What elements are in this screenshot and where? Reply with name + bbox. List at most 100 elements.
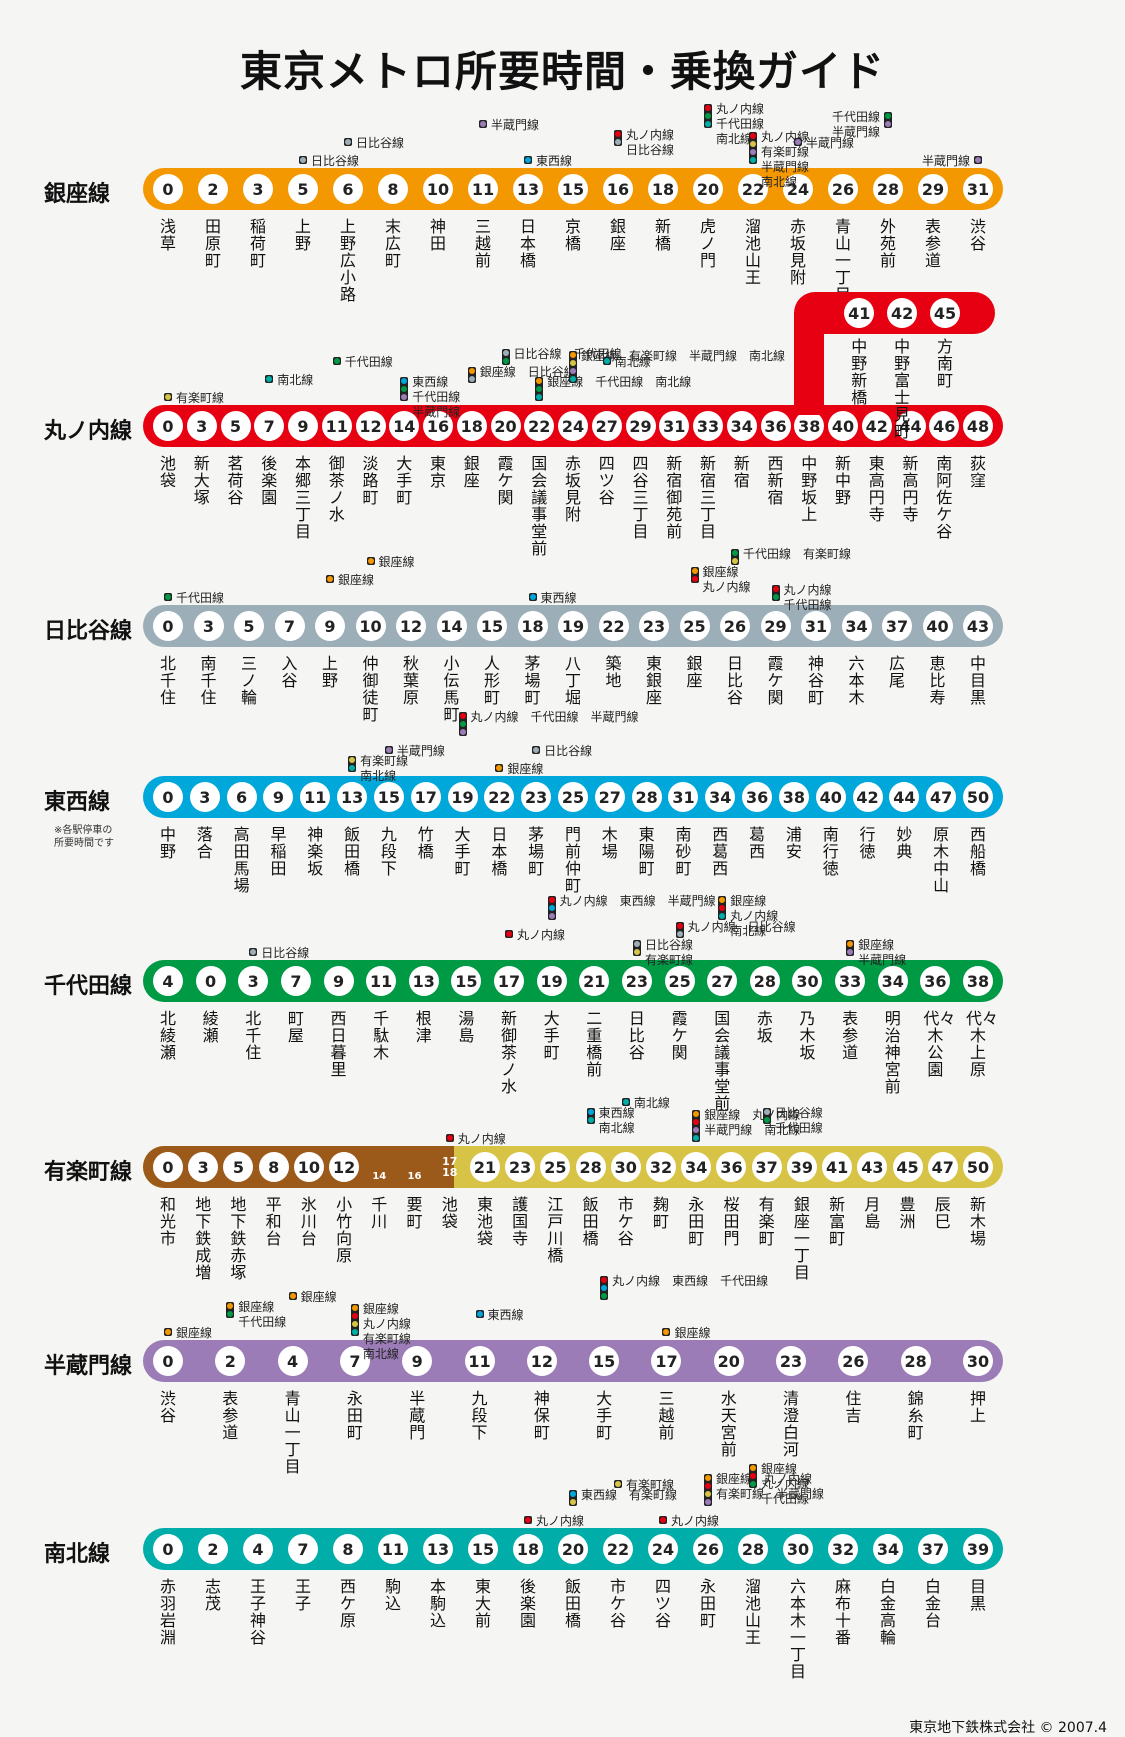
station-name: 行徳 bbox=[859, 825, 876, 861]
signal-lamp bbox=[289, 1293, 296, 1299]
station-name: 池袋 bbox=[159, 454, 176, 490]
time-circle: 22 bbox=[598, 611, 629, 641]
signal-lamp bbox=[732, 558, 738, 564]
station-name: 霞ケ関 bbox=[767, 654, 784, 707]
time-circle: 7 bbox=[274, 611, 305, 641]
station-name: 原木中山 bbox=[933, 825, 950, 895]
station-name: 麹町 bbox=[653, 1195, 670, 1231]
station-name: 志茂 bbox=[204, 1577, 221, 1613]
transfer-label: 銀座線 bbox=[674, 1326, 711, 1340]
time-circle: 3 bbox=[186, 411, 217, 441]
signal-lamp bbox=[506, 931, 513, 937]
station-name: 御茶ノ水 bbox=[328, 454, 345, 524]
time-circle: 23 bbox=[639, 611, 669, 641]
station-name: 上野 bbox=[294, 217, 311, 253]
signal-lamp bbox=[570, 1499, 576, 1505]
station-name: 錦糸町 bbox=[907, 1389, 924, 1442]
signal-lamp bbox=[480, 121, 486, 127]
station-name: 西日暮里 bbox=[330, 1009, 347, 1079]
transfer-label: 有楽町線 bbox=[176, 391, 225, 405]
time-circle: 10 bbox=[293, 1152, 324, 1182]
time-circle: 5 bbox=[220, 411, 251, 441]
station-name: 日比谷 bbox=[726, 654, 743, 707]
transfer-signal-icon bbox=[749, 132, 757, 164]
time-circle: 8 bbox=[333, 1534, 363, 1564]
line-name-label: 有楽町線 bbox=[44, 1160, 133, 1185]
time-circle: 7 bbox=[339, 1346, 370, 1376]
station-name: 東銀座 bbox=[645, 654, 662, 707]
signal-lamp bbox=[772, 594, 779, 600]
transfer-signal-icon bbox=[226, 1302, 235, 1318]
station-name: 銀座一丁目 bbox=[793, 1195, 810, 1282]
station-name: 東京 bbox=[429, 454, 446, 490]
time-circle: 16 bbox=[407, 1170, 422, 1182]
station-name: 南千住 bbox=[200, 654, 217, 707]
local-train-note: ※各駅停車の 所要時間です bbox=[54, 825, 114, 849]
transfer-signal-icon bbox=[458, 712, 467, 736]
transfer-signal-icon bbox=[164, 1328, 172, 1336]
station-name: 茅場町 bbox=[528, 825, 545, 878]
time-circle: 18 bbox=[456, 411, 487, 441]
signal-lamp bbox=[633, 949, 640, 955]
signal-lamp bbox=[459, 729, 466, 735]
signal-lamp bbox=[719, 913, 726, 919]
time-circle: 15 bbox=[558, 174, 588, 204]
station-name: 恵比寿 bbox=[929, 654, 946, 707]
signal-lamp bbox=[750, 157, 756, 163]
signal-lamp bbox=[459, 713, 466, 719]
time-circle: 20 bbox=[558, 1534, 588, 1564]
signal-lamp bbox=[536, 386, 543, 392]
signal-lamp bbox=[401, 394, 408, 400]
station-name: 要町 bbox=[406, 1195, 423, 1231]
station-name: 北千住 bbox=[245, 1009, 262, 1062]
transfer-label: 日比谷線 有楽町線 bbox=[644, 938, 693, 967]
station-name: 住吉 bbox=[845, 1389, 862, 1425]
station-name: 九段下 bbox=[471, 1389, 488, 1442]
time-circle: 15 bbox=[373, 782, 404, 812]
time-circle: 39 bbox=[786, 1152, 817, 1182]
station-name: 稲荷町 bbox=[249, 217, 266, 270]
station-name: 八丁堀 bbox=[564, 654, 581, 707]
station-name: 広尾 bbox=[888, 654, 905, 690]
time-circle: 36 bbox=[742, 782, 773, 812]
transfer-signal-icon bbox=[384, 746, 393, 754]
station-name: 青山一丁目 bbox=[834, 217, 851, 303]
station-name: 新橋 bbox=[654, 217, 671, 253]
station-name: 大手町 bbox=[454, 825, 471, 878]
signal-lamp bbox=[548, 905, 555, 911]
time-circle: 12 bbox=[355, 411, 386, 441]
station-name: 外苑前 bbox=[879, 217, 896, 270]
station-name: 赤坂見附 bbox=[789, 217, 806, 287]
signal-lamp bbox=[663, 1329, 670, 1335]
station-name: 京橋 bbox=[564, 217, 581, 253]
transfer-signal-icon bbox=[524, 1516, 532, 1524]
signal-lamp bbox=[693, 1119, 700, 1125]
time-circle: 37 bbox=[882, 611, 912, 641]
station-name: 三越前 bbox=[474, 217, 491, 270]
transfer-signal-icon bbox=[794, 138, 802, 146]
signal-lamp bbox=[676, 931, 683, 937]
signal-lamp bbox=[705, 1491, 711, 1497]
transfer-signal-icon bbox=[299, 156, 307, 164]
station-name: 銀座 bbox=[686, 654, 703, 690]
time-circle: 11 bbox=[366, 966, 397, 996]
station-name: 大手町 bbox=[543, 1009, 560, 1062]
signal-lamp bbox=[719, 905, 726, 911]
station-name: 桜田門 bbox=[723, 1195, 740, 1248]
signal-lamp bbox=[548, 897, 555, 903]
time-circle: 13 bbox=[513, 174, 543, 204]
signal-lamp bbox=[570, 352, 576, 358]
signal-lamp bbox=[795, 139, 801, 145]
time-circle: 4 bbox=[277, 1346, 308, 1376]
time-circle: 31 bbox=[801, 611, 831, 641]
time-circle: 45 bbox=[892, 1152, 923, 1182]
time-circle: 14 bbox=[436, 611, 467, 641]
signal-lamp bbox=[536, 378, 543, 384]
station-name: 門前仲町 bbox=[564, 825, 581, 895]
signal-lamp bbox=[533, 747, 540, 753]
time-circle: 23 bbox=[521, 782, 552, 812]
branch-time-circle: 45 bbox=[930, 298, 960, 328]
transfer-signal-icon bbox=[614, 130, 622, 146]
transfer-label: 日比谷線 bbox=[261, 946, 310, 960]
transfer-signal-icon bbox=[445, 1134, 454, 1142]
